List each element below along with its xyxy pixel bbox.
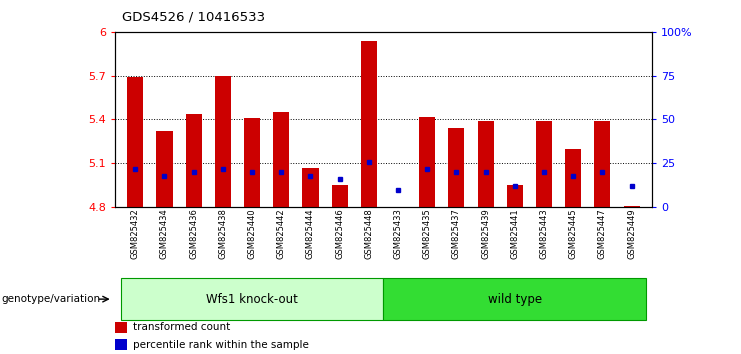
Bar (594, 121, 611, 207)
Bar (127, 77, 143, 207)
Bar (156, 131, 173, 207)
Text: Wfs1 knock-out: Wfs1 knock-out (206, 293, 298, 306)
Bar (115, 339, 127, 350)
Bar (332, 185, 348, 207)
Bar (565, 149, 581, 207)
Text: transformed count: transformed count (133, 322, 230, 332)
Text: percentile rank within the sample: percentile rank within the sample (133, 339, 308, 350)
Bar (448, 128, 465, 207)
Bar (478, 121, 494, 207)
Bar (536, 121, 552, 207)
Bar (384, 278, 646, 320)
Bar (361, 41, 377, 207)
Bar (121, 278, 384, 320)
Text: GDS4526 / 10416533: GDS4526 / 10416533 (122, 11, 265, 24)
Bar (624, 206, 639, 207)
Text: genotype/variation: genotype/variation (1, 294, 101, 304)
Bar (507, 185, 523, 207)
Bar (115, 322, 127, 333)
Bar (273, 112, 289, 207)
Text: wild type: wild type (488, 293, 542, 306)
Bar (419, 116, 435, 207)
Bar (215, 76, 231, 207)
Bar (186, 114, 202, 207)
Bar (302, 168, 319, 207)
Bar (244, 118, 260, 207)
